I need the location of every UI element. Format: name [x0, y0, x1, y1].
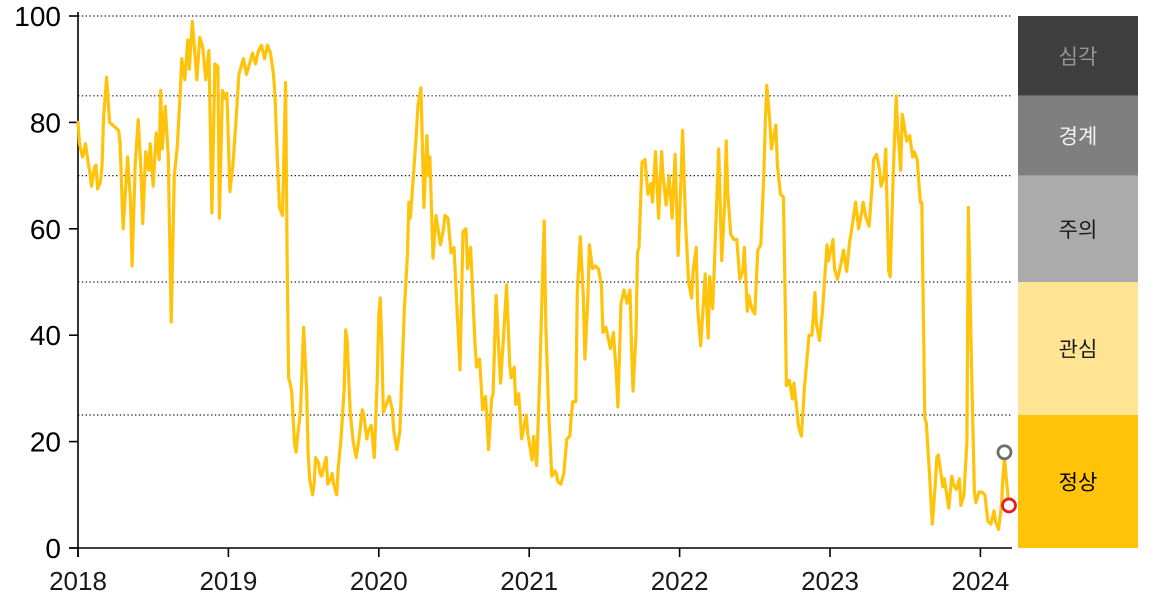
y-tick-label: 80	[30, 107, 61, 138]
x-tick-label: 2020	[350, 566, 408, 596]
risk-band-심각	[1018, 16, 1138, 96]
risk-band-경계	[1018, 95, 1138, 176]
red-marker	[1001, 497, 1017, 514]
risk-band-label: 관심	[1059, 339, 1098, 362]
y-tick-label: 40	[30, 320, 61, 351]
risk-band-label: 정상	[1059, 472, 1098, 495]
y-tick-label: 100	[14, 1, 61, 32]
x-tick-label: 2023	[801, 566, 859, 596]
y-tick-label: 20	[30, 427, 61, 458]
index-line-series	[76, 19, 1011, 532]
y-tick-label: 60	[30, 214, 61, 245]
risk-band-label: 심각	[1059, 46, 1098, 69]
x-tick-label: 2022	[651, 566, 709, 596]
y-tick-label: 0	[45, 533, 61, 564]
risk-band-label: 경계	[1059, 126, 1098, 149]
risk-band-label: 주의	[1059, 219, 1098, 242]
x-tick-label: 2019	[199, 566, 257, 596]
x-tick-label: 2018	[49, 566, 107, 596]
x-tick-label: 2024	[951, 566, 1009, 596]
x-tick-label: 2021	[500, 566, 558, 596]
risk-band-주의	[1018, 175, 1138, 282]
risk-band-정상	[1018, 415, 1138, 548]
gray-marker	[996, 444, 1013, 461]
risk-band-관심	[1018, 282, 1138, 415]
